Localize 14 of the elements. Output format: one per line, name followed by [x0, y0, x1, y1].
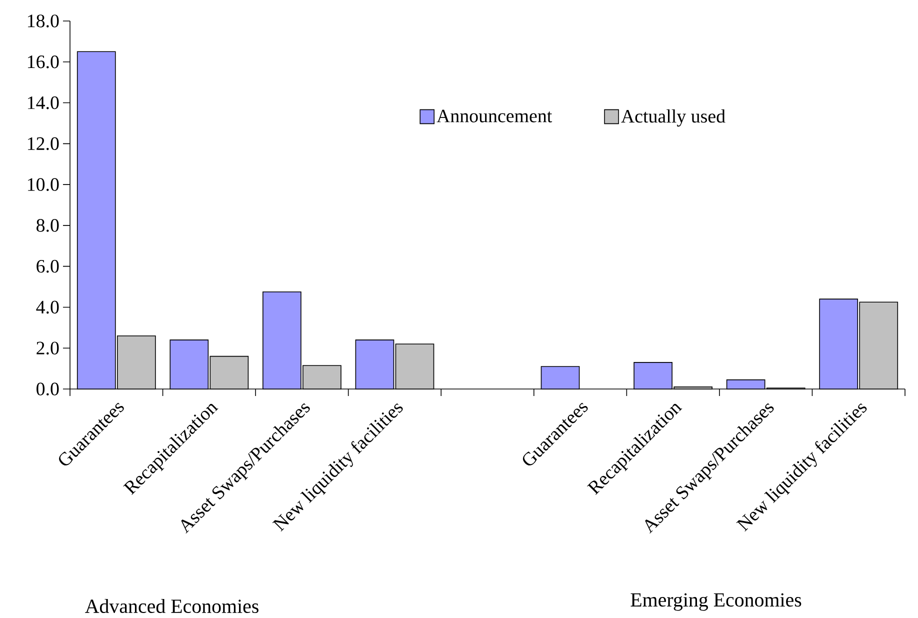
- y-tick-label: 10.0: [28, 178, 59, 191]
- y-tick-label: 18.0: [28, 14, 59, 28]
- y-tick-label: 8.0: [36, 219, 59, 232]
- y-tick-label: 6.0: [36, 260, 59, 273]
- y-tick-label: 2.0: [36, 342, 59, 355]
- y-tick-label: 0.0: [36, 382, 59, 396]
- y-tick-label: 12.0: [28, 137, 59, 150]
- text: Advanced Economies: [85, 598, 258, 614]
- y-tick-label: 14.0: [28, 96, 59, 110]
- text: Emerging Economies: [630, 593, 802, 611]
- y-tick-label: 4.0: [36, 300, 59, 314]
- legend-label: Announcement: [436, 110, 552, 122]
- y-tick-label: 16.0: [28, 55, 59, 68]
- legend-label: Actually used: [621, 109, 726, 127]
